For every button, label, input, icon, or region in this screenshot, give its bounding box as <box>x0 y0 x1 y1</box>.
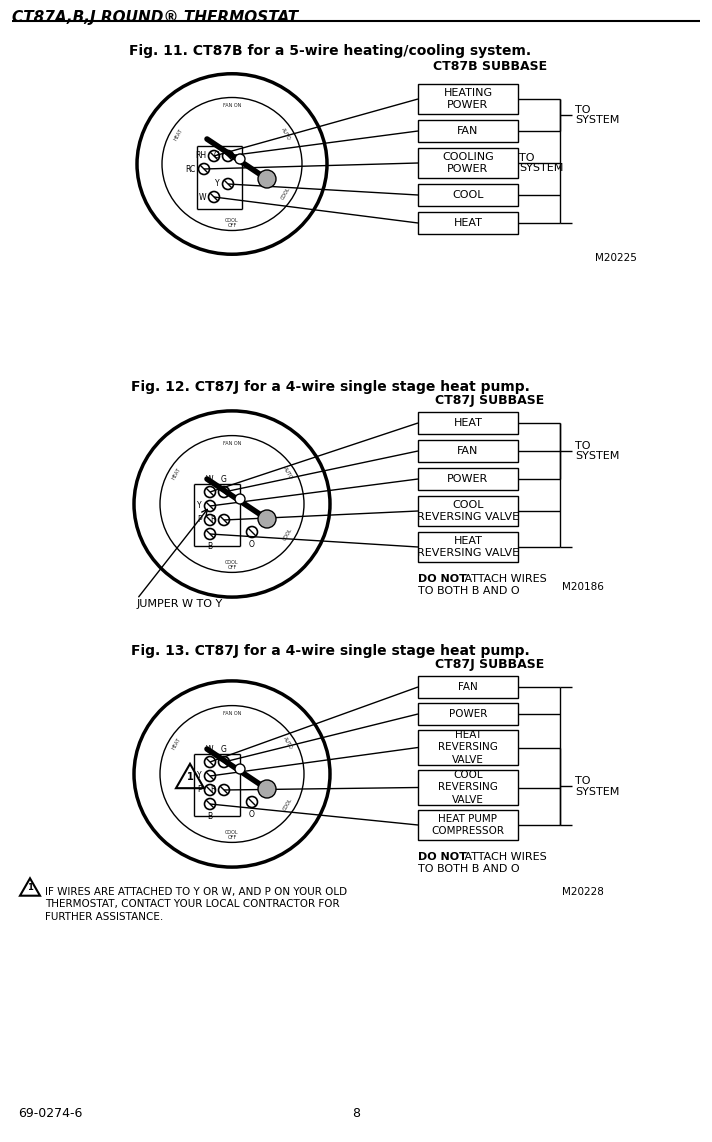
Text: O: O <box>249 540 255 549</box>
Text: W: W <box>206 745 214 754</box>
Text: W: W <box>206 475 214 484</box>
Text: M20186: M20186 <box>562 582 604 592</box>
Text: R: R <box>211 786 216 795</box>
Text: HEATING
POWER: HEATING POWER <box>444 88 493 110</box>
Bar <box>418 120 518 142</box>
Text: JUMPER W TO Y: JUMPER W TO Y <box>137 600 224 609</box>
Text: P: P <box>197 786 202 795</box>
Text: HEAT: HEAT <box>454 418 483 428</box>
Text: FAN ON: FAN ON <box>223 103 241 107</box>
Text: POWER: POWER <box>447 474 488 484</box>
Text: COOL: COOL <box>452 190 483 200</box>
Text: COOL
REVERSING VALVE: COOL REVERSING VALVE <box>417 500 519 522</box>
Text: O: O <box>249 810 255 819</box>
Text: HEAT: HEAT <box>173 128 184 142</box>
Text: W: W <box>199 193 206 201</box>
Text: CT87A,B,J ROUND® THERMOSTAT: CT87A,B,J ROUND® THERMOSTAT <box>12 10 298 25</box>
Bar <box>418 412 518 434</box>
Bar <box>418 810 518 841</box>
Text: 69-0274-6: 69-0274-6 <box>18 1107 83 1120</box>
Text: CT87J SUBBASE: CT87J SUBBASE <box>435 658 545 671</box>
Text: ATTACH WIRES: ATTACH WIRES <box>461 574 547 584</box>
Text: M20225: M20225 <box>595 254 637 263</box>
Circle shape <box>258 780 276 798</box>
Text: HEAT: HEAT <box>171 737 182 750</box>
Text: COOL
OFF: COOL OFF <box>225 830 239 839</box>
Bar <box>418 212 518 234</box>
Text: FAN ON: FAN ON <box>223 441 241 445</box>
Bar <box>418 184 518 206</box>
Bar <box>418 468 518 490</box>
Text: TO BOTH B AND O: TO BOTH B AND O <box>418 864 520 874</box>
Text: COOL: COOL <box>282 797 293 812</box>
Bar <box>418 148 518 178</box>
Text: TO
SYSTEM: TO SYSTEM <box>575 441 619 461</box>
Text: CT87B SUBBASE: CT87B SUBBASE <box>433 61 547 73</box>
Ellipse shape <box>134 411 330 597</box>
Text: Y: Y <box>197 772 202 780</box>
Circle shape <box>235 154 245 164</box>
Text: B: B <box>207 542 213 550</box>
Text: TO
SYSTEM: TO SYSTEM <box>519 153 563 174</box>
Text: RH: RH <box>195 152 206 161</box>
Ellipse shape <box>137 74 327 255</box>
Text: Fig. 12. CT87J for a 4-wire single stage heat pump.: Fig. 12. CT87J for a 4-wire single stage… <box>130 380 530 394</box>
Text: G: G <box>221 745 227 754</box>
Bar <box>418 532 518 562</box>
Text: Fig. 11. CT87B for a 5-wire heating/cooling system.: Fig. 11. CT87B for a 5-wire heating/cool… <box>129 45 531 58</box>
Text: Y: Y <box>197 501 202 510</box>
Text: TO
SYSTEM: TO SYSTEM <box>575 105 619 126</box>
Bar <box>418 703 518 725</box>
Text: M20228: M20228 <box>562 887 604 896</box>
Text: IF WIRES ARE ATTACHED TO Y OR W, AND P ON YOUR OLD
THERMOSTAT, CONTACT YOUR LOCA: IF WIRES ARE ATTACHED TO Y OR W, AND P O… <box>45 887 347 922</box>
Text: COOL
REVERSING
VALVE: COOL REVERSING VALVE <box>438 770 498 805</box>
Text: HEAT PUMP
COMPRESSOR: HEAT PUMP COMPRESSOR <box>431 814 505 836</box>
Text: 1: 1 <box>27 884 33 893</box>
Text: HEAT
REVERSING VALVE: HEAT REVERSING VALVE <box>417 536 519 558</box>
Bar <box>418 496 518 526</box>
Text: HEAT: HEAT <box>171 467 182 481</box>
Text: COOL: COOL <box>282 528 293 541</box>
Text: HEAT: HEAT <box>454 218 483 228</box>
Text: R: R <box>211 515 216 524</box>
Text: FAN: FAN <box>457 447 478 456</box>
Text: AUTO: AUTO <box>282 466 293 481</box>
Text: G: G <box>214 152 220 161</box>
Text: 8: 8 <box>352 1107 360 1120</box>
Text: DO NOT: DO NOT <box>418 574 467 584</box>
Text: TO
SYSTEM: TO SYSTEM <box>575 775 619 797</box>
Text: COOLING
POWER: COOLING POWER <box>442 152 494 175</box>
Text: TO BOTH B AND O: TO BOTH B AND O <box>418 586 520 596</box>
Text: ATTACH WIRES: ATTACH WIRES <box>461 852 547 862</box>
Text: G: G <box>221 475 227 484</box>
Circle shape <box>235 764 245 774</box>
Text: B: B <box>207 812 213 821</box>
Circle shape <box>235 494 245 504</box>
Text: COOL
OFF: COOL OFF <box>225 560 239 570</box>
Text: Fig. 13. CT87J for a 4-wire single stage heat pump.: Fig. 13. CT87J for a 4-wire single stage… <box>130 644 530 658</box>
Text: FAN: FAN <box>457 126 478 136</box>
Text: AUTO: AUTO <box>280 128 291 142</box>
Text: FAN ON: FAN ON <box>223 710 241 716</box>
Bar <box>418 676 518 698</box>
Text: P: P <box>197 515 202 524</box>
Text: POWER: POWER <box>449 709 487 719</box>
Text: COOL
OFF: COOL OFF <box>225 218 239 228</box>
Text: AUTO: AUTO <box>282 737 293 750</box>
Bar <box>418 440 518 463</box>
Ellipse shape <box>134 681 330 867</box>
Text: HEAT
REVERSING
VALVE: HEAT REVERSING VALVE <box>438 730 498 765</box>
Bar <box>418 85 518 114</box>
Bar <box>418 770 518 805</box>
Text: DO NOT: DO NOT <box>418 852 467 862</box>
Text: COOL: COOL <box>280 186 291 201</box>
Text: RC: RC <box>186 164 196 174</box>
Bar <box>418 730 518 765</box>
Text: 1: 1 <box>187 772 194 782</box>
Circle shape <box>258 170 276 188</box>
Text: FAN: FAN <box>458 682 478 692</box>
Circle shape <box>258 510 276 528</box>
Text: Y: Y <box>215 179 220 188</box>
Text: CT87J SUBBASE: CT87J SUBBASE <box>435 394 545 407</box>
